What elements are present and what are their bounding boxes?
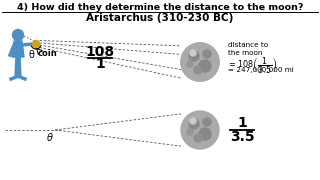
Circle shape [189,51,199,61]
Text: coin: coin [38,49,58,58]
Text: θ: θ [28,50,34,60]
Circle shape [12,30,23,40]
Text: = 247,000,000 mi: = 247,000,000 mi [228,67,294,73]
Text: distance to
the moon: distance to the moon [228,42,268,56]
Text: Aristarchus (310-230 BC): Aristarchus (310-230 BC) [86,13,234,23]
Text: 1: 1 [237,116,247,130]
Circle shape [189,119,199,129]
Text: 108: 108 [85,45,115,59]
Text: = 108$\left(\dfrac{1}{3.5}\right)$: = 108$\left(\dfrac{1}{3.5}\right)$ [228,55,277,76]
Circle shape [181,111,219,149]
Circle shape [33,40,39,48]
Text: $\theta$: $\theta$ [46,131,54,143]
Circle shape [181,43,219,81]
Circle shape [203,50,211,58]
Circle shape [194,134,202,142]
Polygon shape [15,57,21,77]
Circle shape [190,50,196,56]
Circle shape [181,43,219,81]
Circle shape [199,128,211,140]
Circle shape [203,118,211,126]
Polygon shape [12,41,24,57]
Text: 3.5: 3.5 [230,130,254,144]
Text: 1: 1 [95,57,105,71]
Circle shape [187,61,193,67]
Circle shape [194,66,202,74]
Circle shape [199,60,211,72]
Text: 4) How did they determine the distance to the moon?: 4) How did they determine the distance t… [17,3,303,12]
Circle shape [187,129,193,135]
Circle shape [190,118,196,124]
